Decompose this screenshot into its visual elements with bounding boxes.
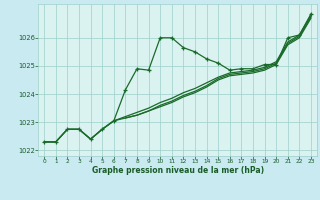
X-axis label: Graphe pression niveau de la mer (hPa): Graphe pression niveau de la mer (hPa)	[92, 166, 264, 175]
